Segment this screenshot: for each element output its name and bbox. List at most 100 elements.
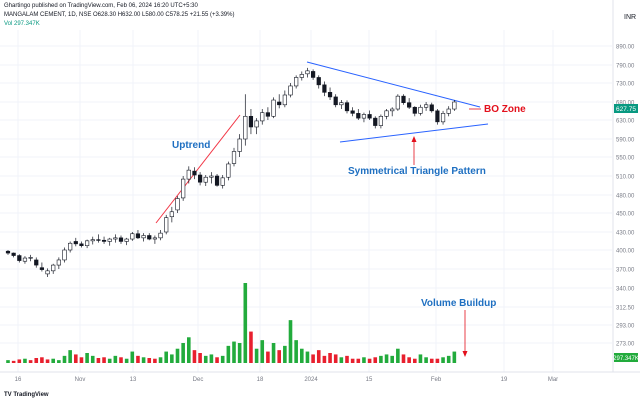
x-tick-label: Dec bbox=[193, 377, 204, 383]
time-axis[interactable]: 16 Nov 13 Dec 18 2024 15 Feb 19 Mar bbox=[0, 371, 640, 383]
candle bbox=[418, 104, 423, 116]
candle bbox=[231, 147, 237, 167]
volume-bar bbox=[203, 355, 208, 363]
candle-body bbox=[412, 106, 417, 114]
candle bbox=[220, 175, 225, 189]
volume-bar bbox=[390, 355, 394, 363]
volume-bar bbox=[384, 354, 389, 363]
candle-body bbox=[254, 120, 259, 128]
annotation-volume-buildup: Volume Buildup bbox=[421, 298, 496, 309]
volume-bar bbox=[243, 283, 248, 363]
y-tick-label: 340.00 bbox=[616, 287, 635, 293]
volume-bar bbox=[164, 351, 168, 363]
volume-bar bbox=[418, 354, 423, 363]
x-tick-label: Nov bbox=[75, 377, 86, 383]
candle bbox=[107, 237, 112, 246]
candle bbox=[423, 102, 429, 111]
volume-bar bbox=[175, 348, 180, 363]
volume-bar bbox=[345, 355, 349, 363]
candle bbox=[395, 94, 400, 111]
candle-body bbox=[85, 240, 90, 246]
candle bbox=[322, 81, 327, 97]
candle-body bbox=[243, 115, 248, 140]
volume-bar bbox=[45, 359, 50, 363]
candle bbox=[17, 254, 22, 263]
tradingview-logo[interactable]: TV TradingView bbox=[4, 392, 49, 398]
candle bbox=[361, 112, 367, 123]
y-tick-label: 312.50 bbox=[616, 306, 635, 312]
candle bbox=[288, 83, 293, 98]
candle-body bbox=[435, 110, 440, 123]
volume-bar bbox=[379, 355, 383, 363]
candle-body bbox=[152, 237, 158, 240]
volume-bars bbox=[6, 283, 457, 363]
candle-body bbox=[56, 259, 61, 266]
candle-body bbox=[175, 198, 180, 211]
candle bbox=[367, 110, 372, 120]
candle bbox=[45, 268, 50, 278]
candle bbox=[164, 214, 169, 235]
x-tick-label: Feb bbox=[431, 377, 442, 383]
volume-bar bbox=[441, 357, 445, 363]
candle-body bbox=[147, 235, 152, 240]
candle bbox=[113, 234, 118, 243]
symbol-ohlc-line[interactable]: MANGALAM CEMENT, 1D, NSE O628.30 H632.00… bbox=[4, 12, 235, 18]
y-tick-label: 680.00 bbox=[616, 101, 635, 107]
candle bbox=[305, 67, 310, 78]
candle bbox=[333, 94, 338, 108]
candle-body bbox=[79, 243, 84, 246]
candle bbox=[181, 176, 186, 201]
volume-bar bbox=[17, 359, 22, 363]
candle-body bbox=[22, 257, 28, 262]
candle-body bbox=[271, 99, 276, 117]
x-tick-label: 2024 bbox=[304, 377, 318, 383]
volume-bar bbox=[181, 343, 185, 363]
candle bbox=[39, 262, 44, 272]
volume-bar bbox=[136, 355, 140, 363]
candle-body bbox=[407, 102, 412, 108]
candle bbox=[152, 235, 158, 244]
candle-body bbox=[113, 237, 118, 240]
volume-bar bbox=[11, 360, 16, 363]
volume-bar bbox=[373, 357, 378, 363]
volume-bar bbox=[113, 355, 118, 363]
volume-bar bbox=[254, 348, 259, 363]
price-axis[interactable]: 890.00 790.00 730.00 680.00 630.00 590.00 550.… bbox=[612, 0, 635, 372]
candle-body bbox=[17, 255, 22, 261]
candle bbox=[90, 236, 95, 245]
candle-body bbox=[248, 115, 254, 128]
volume-bar bbox=[62, 355, 67, 363]
candle-body bbox=[68, 242, 73, 251]
triangle-trendlines bbox=[306, 61, 489, 143]
candle bbox=[407, 98, 412, 110]
candle-body bbox=[107, 238, 112, 242]
candle bbox=[435, 109, 440, 125]
candle-body bbox=[373, 117, 378, 126]
x-tick-label: 15 bbox=[366, 377, 373, 383]
candle bbox=[73, 237, 78, 247]
candle-body bbox=[124, 238, 129, 242]
annotation-arrows bbox=[411, 108, 481, 357]
last-price-marker: 627.75 bbox=[614, 104, 638, 113]
candle bbox=[135, 230, 141, 240]
candle bbox=[56, 257, 61, 269]
candle-body bbox=[28, 257, 33, 259]
candle-body bbox=[214, 175, 220, 186]
candle bbox=[356, 109, 361, 120]
candle-body bbox=[101, 239, 107, 242]
volume-bar bbox=[260, 340, 265, 363]
candle bbox=[198, 172, 203, 186]
y-tick-label: 450.00 bbox=[616, 212, 635, 218]
candle bbox=[118, 235, 124, 244]
candle bbox=[277, 94, 282, 109]
y-tick-label: 370.00 bbox=[616, 268, 635, 274]
candle-body bbox=[282, 94, 287, 106]
currency-label: INR bbox=[624, 14, 637, 21]
candle bbox=[310, 69, 316, 80]
volume-bar bbox=[288, 320, 293, 363]
candle-body bbox=[418, 106, 423, 114]
grid bbox=[0, 30, 612, 372]
candle bbox=[384, 109, 389, 120]
candle-body bbox=[294, 77, 299, 87]
